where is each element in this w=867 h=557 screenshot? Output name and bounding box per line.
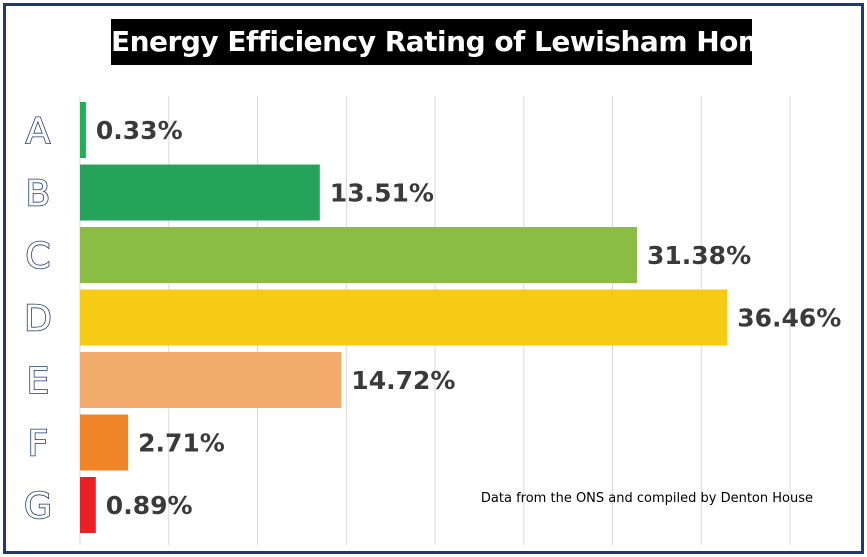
category-label-g: G bbox=[24, 486, 52, 527]
bar-a bbox=[80, 102, 86, 158]
chart-title: Energy Efficiency Rating of Lewisham Hom… bbox=[111, 19, 802, 65]
category-label-f: F bbox=[28, 424, 49, 465]
bar-d bbox=[80, 289, 728, 346]
bar-f bbox=[80, 414, 129, 471]
value-label-f: 2.71% bbox=[138, 429, 225, 458]
category-label-e: E bbox=[27, 361, 50, 402]
bar-c bbox=[80, 227, 637, 283]
category-label-d: D bbox=[24, 299, 52, 340]
value-label-c: 31.38% bbox=[647, 241, 751, 270]
value-label-e: 14.72% bbox=[351, 366, 455, 395]
bar-g bbox=[80, 477, 96, 533]
category-label-a: A bbox=[26, 111, 51, 152]
category-label-c: C bbox=[25, 236, 50, 277]
bar-b bbox=[80, 164, 320, 221]
bar-e bbox=[80, 352, 342, 408]
value-label-a: 0.33% bbox=[96, 116, 183, 145]
value-label-g: 0.89% bbox=[106, 491, 193, 520]
value-label-b: 13.51% bbox=[330, 179, 434, 208]
category-label-b: B bbox=[26, 174, 51, 215]
source-note: Data from the ONS and compiled by Denton… bbox=[480, 491, 813, 506]
value-label-d: 36.46% bbox=[737, 304, 841, 333]
